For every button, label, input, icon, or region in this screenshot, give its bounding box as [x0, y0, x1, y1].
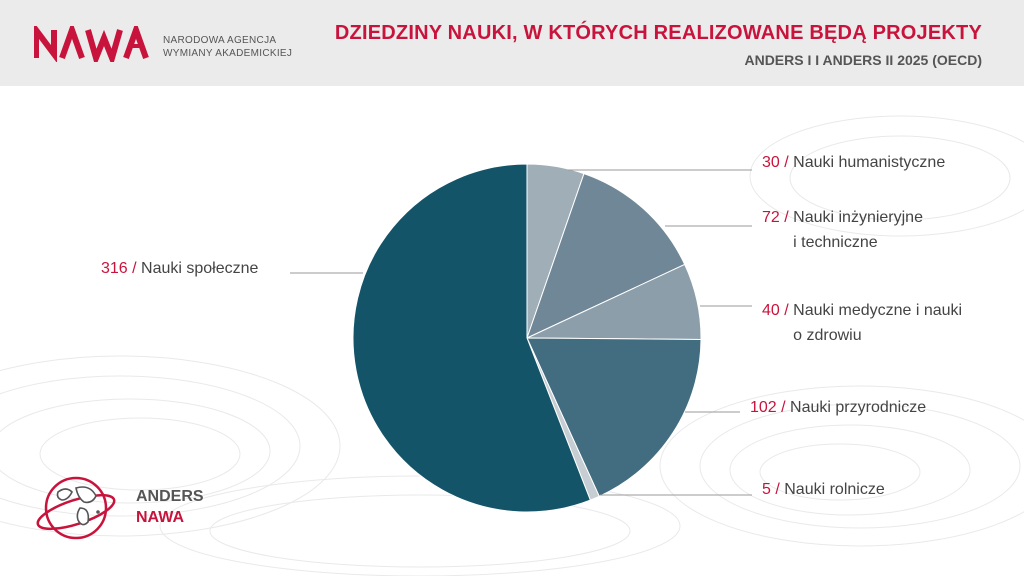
slice-value: 40 /: [762, 302, 794, 319]
topographic-background: [0, 115, 1024, 576]
slice-label: 102 / Nauki przyrodnicze: [750, 395, 926, 420]
pie-slice: [526, 172, 686, 339]
pie-slice: [352, 163, 591, 513]
org-name-line1: NARODOWA AGENCJA: [163, 35, 277, 46]
slice-value: 102 /: [750, 399, 791, 416]
chart-subtitle: ANDERS I I ANDERS II 2025 (OECD): [744, 52, 982, 68]
nawa-logo: [34, 26, 149, 62]
slice-value: 30 /: [762, 154, 794, 171]
pie-slice: [526, 337, 702, 497]
header-bar: NARODOWA AGENCJA WYMIANY AKADEMICKIEJ DZ…: [0, 0, 1024, 86]
slice-label: 316 / Nauki społeczne: [101, 256, 258, 281]
slice-label: 30 / Nauki humanistyczne: [762, 150, 945, 175]
slice-category: Nauki humanistyczne: [793, 154, 946, 171]
chart-title: DZIEDZINY NAUKI, W KTÓRYCH REALIZOWANE B…: [334, 22, 982, 44]
slice-value: 5 /: [762, 481, 785, 498]
slice-value: 316 /: [101, 260, 142, 277]
slice-category: Nauki rolnicze: [784, 481, 885, 498]
slice-category: Nauki medyczne i nauki o zdrowiu: [793, 302, 963, 344]
slice-category: Nauki inżynieryjne i techniczne: [793, 209, 923, 251]
slice-label: 40 / Nauki medyczne i nauki o zdrowiu: [762, 298, 962, 348]
slice-label: 72 / Nauki inżynieryjne i techniczne: [762, 205, 923, 255]
slice-value: 72 /: [762, 209, 794, 226]
slice-label: 5 / Nauki rolnicze: [762, 477, 885, 502]
anders-wordmark-line2: NAWA: [136, 509, 184, 526]
slice-category: Nauki przyrodnicze: [790, 399, 927, 416]
anders-nawa-wordmark: ANDERS NAWA: [136, 486, 204, 528]
globe-icon: [36, 476, 116, 540]
org-name: NARODOWA AGENCJA WYMIANY AKADEMICKIEJ: [163, 34, 292, 60]
slice-category: Nauki społeczne: [141, 260, 259, 277]
anders-wordmark-line1: ANDERS: [136, 488, 204, 505]
org-name-line2: WYMIANY AKADEMICKIEJ: [163, 48, 293, 59]
